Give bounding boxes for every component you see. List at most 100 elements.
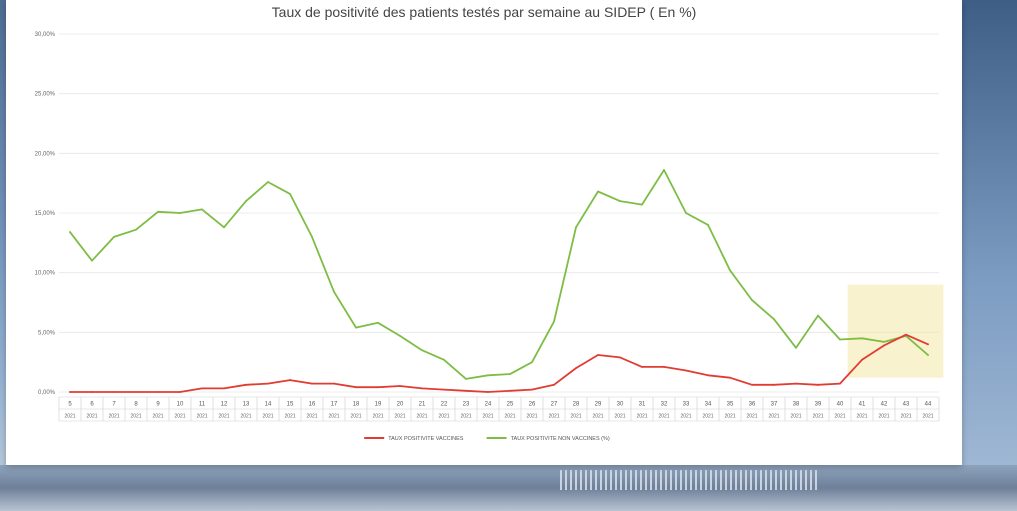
x-tick-year-label: 2021: [196, 414, 207, 420]
background-bench: [560, 470, 820, 490]
x-tick-year-label: 2021: [504, 414, 515, 420]
legend-label: TAUX POSITIVITE NON VACCINES (%): [511, 436, 610, 442]
x-tick-label: 42: [881, 402, 888, 408]
x-tick-year-label: 2021: [482, 414, 493, 420]
x-tick-label: 29: [595, 402, 602, 408]
x-tick-label: 31: [639, 402, 646, 408]
x-tick-year-label: 2021: [240, 414, 251, 420]
data-point: [355, 326, 357, 329]
data-point: [223, 387, 225, 390]
x-tick-label: 9: [156, 402, 160, 408]
data-point: [531, 388, 533, 391]
x-tick-label: 22: [441, 402, 448, 408]
data-point: [289, 193, 291, 195]
data-point: [157, 391, 159, 393]
data-point: [179, 391, 181, 393]
data-point: [663, 366, 665, 368]
data-point: [597, 190, 599, 193]
y-tick-label: 10,00%: [35, 271, 56, 277]
data-point: [157, 210, 159, 213]
x-tick-label: 40: [837, 402, 844, 408]
data-point: [619, 356, 621, 359]
y-tick-label: 0,00%: [38, 390, 56, 396]
x-tick-label: 16: [309, 402, 316, 408]
x-tick-year-label: 2021: [394, 414, 405, 420]
x-tick-label: 14: [265, 402, 272, 408]
data-point: [861, 358, 863, 361]
x-tick-year-label: 2021: [922, 414, 933, 420]
background-wall: [962, 0, 1017, 465]
data-point: [355, 386, 357, 389]
data-point: [553, 383, 555, 386]
x-tick-year-label: 2021: [878, 414, 889, 420]
data-point: [839, 338, 841, 341]
data-point: [333, 382, 335, 385]
x-tick-year-label: 2021: [592, 414, 603, 420]
data-point: [465, 389, 467, 392]
y-tick-label: 5,00%: [38, 330, 56, 336]
x-tick-label: 30: [617, 402, 624, 408]
data-point: [575, 226, 577, 229]
x-tick-label: 32: [661, 402, 668, 408]
data-point: [641, 203, 643, 206]
x-tick-year-label: 2021: [174, 414, 185, 420]
x-tick-year-label: 2021: [548, 414, 559, 420]
data-point: [509, 373, 511, 375]
y-tick-label: 30,00%: [35, 32, 56, 38]
x-tick-year-label: 2021: [130, 414, 141, 420]
data-point: [91, 259, 93, 262]
data-point: [91, 391, 93, 393]
x-tick-label: 37: [771, 402, 778, 408]
data-point: [883, 340, 885, 343]
x-tick-year-label: 2021: [834, 414, 845, 420]
data-point: [795, 382, 797, 385]
data-point: [201, 387, 203, 390]
x-tick-year-label: 2021: [438, 414, 449, 420]
x-tick-label: 35: [727, 402, 734, 408]
data-point: [927, 354, 929, 356]
x-tick-year-label: 2021: [86, 414, 97, 420]
x-tick-year-label: 2021: [724, 414, 735, 420]
data-point: [421, 387, 423, 390]
x-tick-year-label: 2021: [614, 414, 625, 420]
x-tick-label: 20: [397, 402, 404, 408]
data-point: [69, 391, 71, 393]
x-tick-year-label: 2021: [570, 414, 581, 420]
x-tick-label: 34: [705, 402, 712, 408]
data-point: [641, 366, 643, 368]
data-point: [333, 290, 335, 293]
x-tick-year-label: 2021: [746, 414, 757, 420]
data-point: [421, 349, 423, 352]
y-tick-label: 25,00%: [35, 92, 56, 98]
x-tick-year-label: 2021: [702, 414, 713, 420]
data-point: [267, 382, 269, 385]
data-point: [377, 321, 379, 324]
x-tick-year-label: 2021: [372, 414, 383, 420]
data-point: [861, 337, 863, 340]
x-tick-label: 27: [551, 402, 558, 408]
data-point: [487, 391, 489, 393]
data-point: [729, 376, 731, 379]
data-point: [399, 335, 401, 337]
x-tick-label: 15: [287, 402, 294, 408]
x-tick-year-label: 2021: [152, 414, 163, 420]
x-tick-label: 28: [573, 402, 580, 408]
data-point: [685, 212, 687, 214]
x-tick-label: 13: [243, 402, 250, 408]
x-tick-year-label: 2021: [900, 414, 911, 420]
x-tick-year-label: 2021: [636, 414, 647, 420]
x-tick-year-label: 2021: [416, 414, 427, 420]
x-tick-year-label: 2021: [108, 414, 119, 420]
data-point: [817, 383, 819, 386]
x-tick-year-label: 2021: [680, 414, 691, 420]
background-floor: [0, 465, 1017, 511]
data-point: [773, 318, 775, 321]
x-tick-label: 23: [463, 402, 470, 408]
data-point: [773, 383, 775, 386]
x-tick-label: 18: [353, 402, 360, 408]
data-point: [575, 367, 577, 370]
data-point: [135, 228, 137, 231]
data-point: [509, 389, 511, 392]
x-tick-label: 21: [419, 402, 426, 408]
data-point: [399, 385, 401, 387]
